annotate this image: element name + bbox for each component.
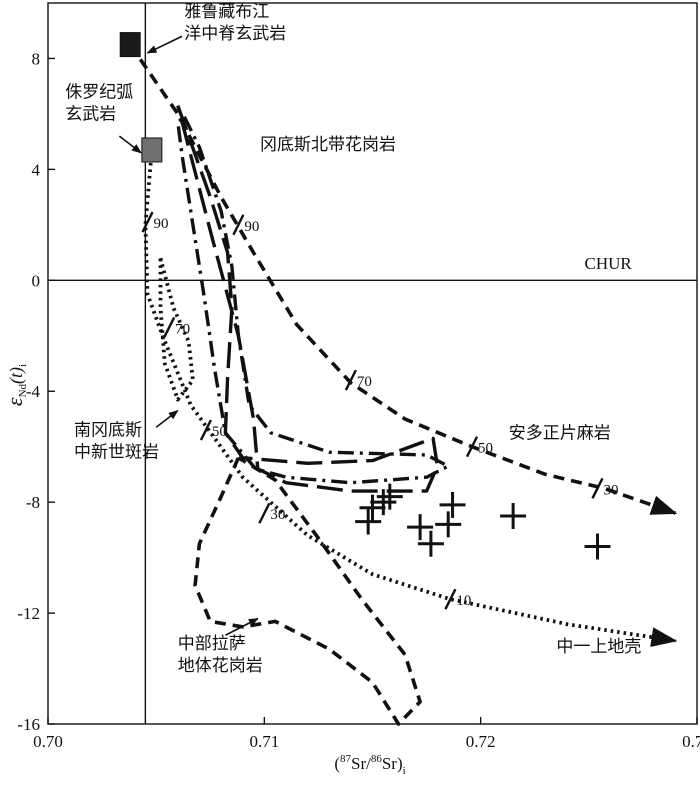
sample-point (584, 533, 611, 560)
sample-point (435, 511, 462, 538)
curve-tick-mark (163, 316, 176, 338)
annotation-line: 地体花岗岩 (178, 656, 263, 676)
annotation-line: 中新世斑岩 (74, 443, 159, 463)
x-tick-label: 0.72 (466, 732, 496, 751)
sample-point (359, 494, 386, 521)
annotation-label-3: 冈底斯北带花岗岩 (260, 135, 396, 155)
curve-tick-mark (199, 419, 212, 441)
field-outline-4 (193, 456, 422, 726)
y-axis-label-part: Nd (17, 383, 29, 397)
annotation-label-2: 侏罗纪弧玄武岩 (65, 82, 133, 124)
annotation-line: 中一上地壳 (556, 637, 641, 657)
curve-tick-label: 70 (357, 374, 372, 390)
curve-tick-label: 30 (270, 507, 285, 523)
y-axis-label: εNd(t)i (2, 364, 29, 406)
mixing-curve-1 (128, 43, 678, 515)
curve-tick-mark (141, 211, 154, 233)
curve-tick-label: 30 (603, 482, 618, 498)
annotation-arrow-1 (146, 35, 183, 54)
curve-tick-mark (591, 477, 604, 499)
y-axis-label-part: (t) (6, 367, 27, 384)
x-tick-label: 0.70 (33, 732, 63, 751)
y-tick-label: 8 (32, 49, 41, 68)
sample-point (407, 514, 434, 541)
sample-points (119, 32, 611, 560)
annotation-label-1: 雅鲁藏布江洋中脊玄武岩 (184, 2, 286, 44)
annotation-line: 侏罗纪弧 (65, 82, 133, 102)
annotation-line: CHUR (585, 254, 633, 273)
axes: 8 4 0 -4 -8 -12 -160.70 0.71 0.72 0.73 (87Sr/86Sr)… (2, 49, 700, 777)
annotation-label-6: 安多正片麻岩 (509, 423, 611, 443)
curve-tick-label: 70 (175, 321, 190, 337)
annotation-label-5: 中部拉萨地体花岗岩 (178, 634, 263, 676)
mixing-curves: 90 70 50 30 90 70 50 30 10 (128, 43, 678, 648)
sample-point (417, 530, 444, 557)
sample-point (376, 483, 403, 510)
annotation-line: 洋中脊玄武岩 (184, 24, 286, 44)
x-axis-label-part: ( (334, 754, 340, 773)
curve-tick-label: 50 (478, 441, 493, 457)
y-tick-label: -16 (17, 715, 40, 734)
sample-point (500, 503, 527, 530)
curve-tick-mark (232, 214, 245, 236)
end-member-square-2 (141, 137, 163, 163)
end-member-square-1 (119, 32, 141, 58)
annotation-line: 冈底斯北带花岗岩 (260, 135, 396, 155)
y-tick-label: 4 (32, 160, 41, 179)
annotation-label-4: 南冈底斯中新世斑岩 (74, 421, 159, 463)
annotation-arrow-4 (155, 410, 179, 428)
field-outlines (158, 105, 450, 726)
curve-tick-label: 90 (154, 216, 169, 232)
curve-tick-mark (465, 436, 479, 458)
x-axis-label: (87Sr/86Sr)i (334, 753, 405, 777)
x-tick-label: 0.73 (682, 732, 700, 751)
curve-tick-mark (258, 502, 271, 524)
annotation-label-8: CHUR (585, 254, 633, 273)
annotations: 雅鲁藏布江洋中脊玄武岩侏罗纪弧玄武岩冈底斯北带花岗岩南冈底斯中新世斑岩中部拉萨地… (65, 2, 641, 676)
annotation-line: 南冈底斯 (74, 421, 142, 441)
y-tick-label: -8 (26, 493, 40, 512)
mixing-curve-2 (143, 149, 678, 648)
annotation-line: 中部拉萨 (178, 634, 246, 654)
plot-area (47, 2, 698, 725)
annotation-line: 安多正片麻岩 (509, 423, 611, 443)
curve-tick-label: 90 (244, 219, 259, 235)
curve-tick-label: 50 (212, 424, 227, 440)
y-tick-label: -12 (17, 604, 40, 623)
plot-frame (47, 2, 698, 725)
annotation-line: 玄武岩 (65, 104, 116, 124)
annotation-label-7: 中一上地壳 (556, 637, 641, 657)
curve-tick-label: 10 (456, 593, 471, 609)
curve-tick-mark (444, 588, 457, 610)
y-axis-label-part: i (17, 364, 29, 367)
y-axis-label-part: ε (2, 397, 27, 406)
x-axis-label-part: 87 (340, 753, 352, 765)
x-axis-label-part: Sr/ (351, 754, 371, 773)
sample-point (439, 491, 466, 518)
x-axis-label-part: Sr) (382, 754, 403, 773)
y-tick-label: 0 (32, 271, 41, 290)
field-outline-2 (176, 105, 440, 493)
x-tick-label: 0.71 (249, 732, 279, 751)
annotation-line: 雅鲁藏布江 (184, 2, 269, 22)
curve-tick-mark (344, 369, 357, 391)
sample-point (370, 489, 397, 516)
y-tick-label: -4 (26, 382, 41, 401)
x-axis-label-part: 86 (371, 753, 383, 765)
sample-point (355, 508, 382, 535)
field-outline-1 (176, 115, 450, 485)
annotation-arrow-5 (225, 617, 259, 636)
x-axis-label-part: i (403, 765, 406, 777)
annotation-arrow-2 (118, 135, 142, 154)
